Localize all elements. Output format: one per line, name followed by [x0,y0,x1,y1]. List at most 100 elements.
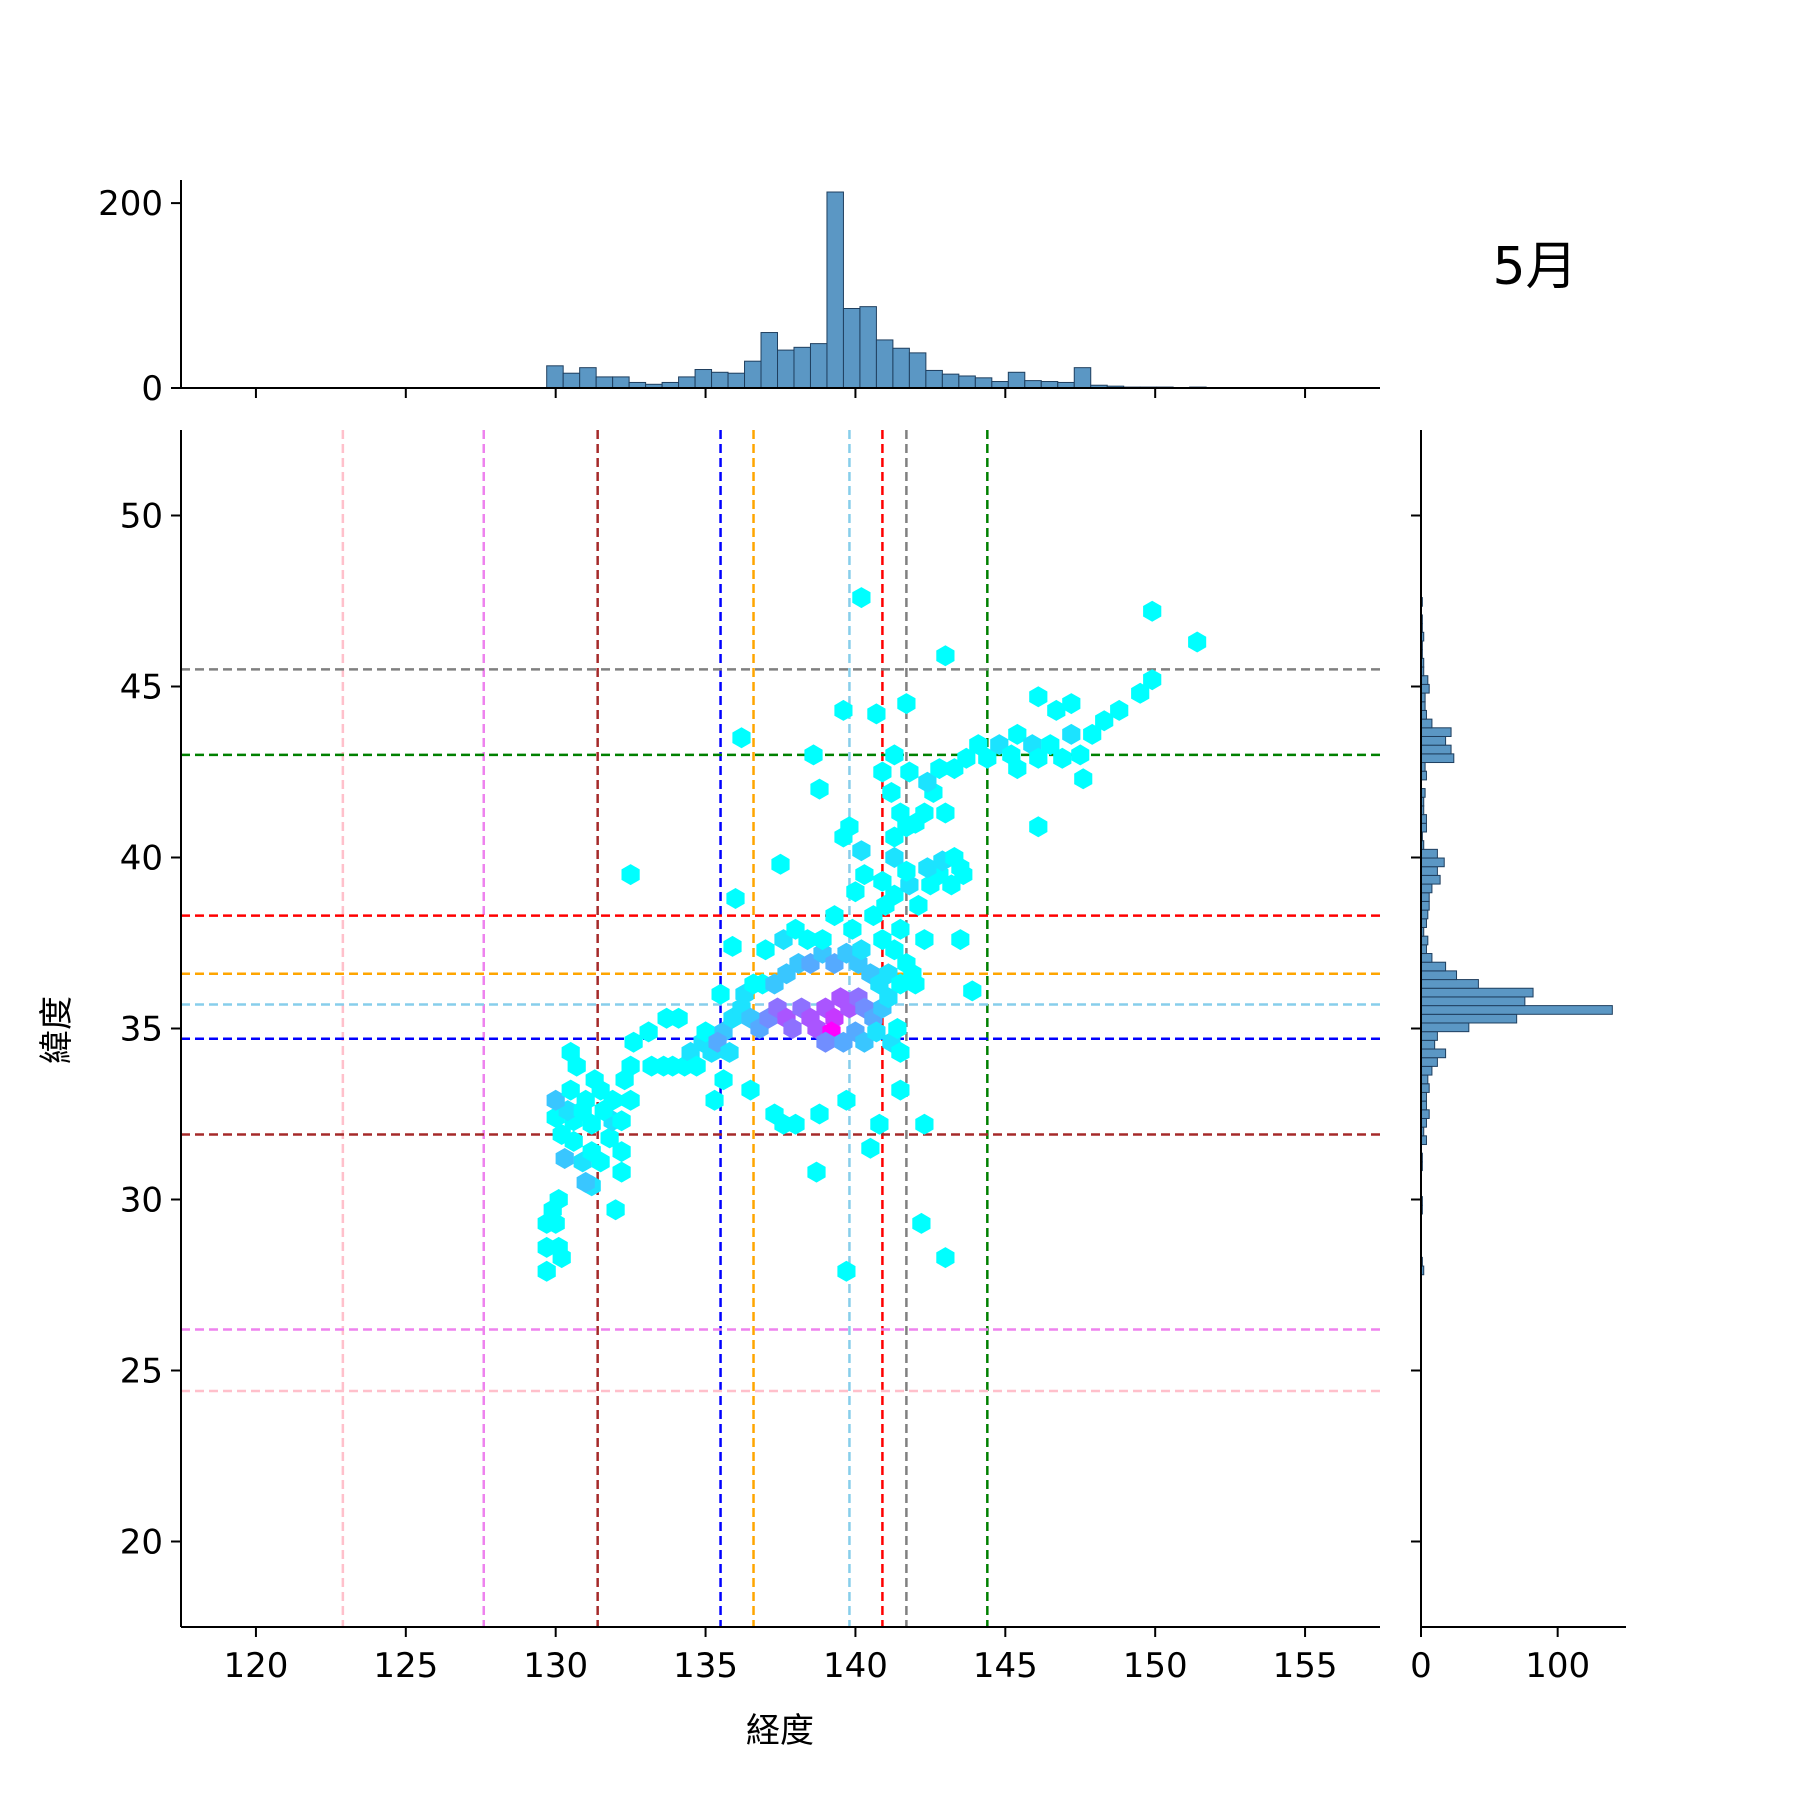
right-histogram-bar-38 [1420,935,1429,946]
hexbin-cell-11 [612,1161,631,1183]
month-annotation: 5月 [1492,237,1577,297]
hexbin-cell-100 [888,1018,907,1039]
right-histogram-bar-67 [1420,683,1430,694]
hexbin-cell-102 [756,939,775,961]
right-histogram-bar-22 [1420,1074,1429,1085]
main-y-ticks: 20 25 30 35 40 45 50 [120,497,181,1563]
right-y-ticks [1411,514,1421,1543]
right-histogram-bar-63 [1420,718,1433,729]
top-histogram-bar-3 [595,376,614,389]
hexbin-cell-166 [1074,768,1093,790]
hexbin-cell-174 [1143,600,1162,622]
hexbin-cell-31 [621,1089,640,1111]
right-histogram-bar-44 [1420,883,1433,894]
hexbin-cell-112 [885,939,904,961]
hexbin-cell-198 [891,1079,910,1101]
hexbin-cell-38 [561,1041,580,1063]
x-tick-label-5: 145 [973,1646,1038,1686]
hexbin-cell-134 [852,840,871,862]
hexbin-cell-19 [552,1124,571,1145]
top-histogram-bar-1 [562,372,581,389]
top-histogram-bar-22 [908,352,927,389]
hexbin-cell-107 [825,905,844,927]
hexbin-cell-8 [606,1199,625,1221]
hexbin-cell-192 [810,1103,829,1125]
hexbin-cell-40 [639,1021,658,1043]
hexbin-cell-132 [855,864,874,886]
hexbin-cell-29 [576,1089,595,1111]
hexbin-cell-181 [804,744,823,766]
right-histogram-bar-26 [1420,1039,1436,1050]
hexbin-cell-188 [741,1079,760,1101]
hexbin-cell-109 [852,939,871,961]
hexbin-cell-168 [1029,686,1048,708]
hexbin-cell-118 [885,884,904,906]
top-histogram-bar-32 [1073,367,1092,389]
hexbin-cell-170 [1110,699,1129,721]
top-histogram-bar-10 [711,371,729,389]
right-histogram-bar-18 [1420,1109,1430,1119]
top-histogram-bar-23 [925,369,943,389]
hexbin-cell-165 [1095,710,1114,732]
hexbin-cell-81 [816,1031,835,1053]
right-histogram-bar-29 [1420,1013,1518,1024]
y-tick-label-1: 25 [120,1352,163,1392]
hexbin-cell-105 [798,929,817,951]
hexbin-cell-203 [891,918,910,940]
hexbin-cell-131 [873,870,892,892]
top-histogram-bar-13 [760,332,779,389]
top-histogram-bar-2 [579,367,597,389]
top-histogram: 0 200 [98,180,1380,409]
top-histogram-bar-19 [859,306,877,389]
right-histogram-bar-60 [1420,744,1452,755]
hexbin-cell-148 [882,782,901,803]
right-histogram-bar-59 [1420,753,1455,764]
top-histogram-bar-25 [958,375,976,389]
hexbin-cell-147 [873,761,892,783]
hexbin-cell-108 [843,918,862,940]
hexbin-cell-204 [1029,816,1048,838]
hexbin-cell-197 [915,1113,934,1135]
main-x-ticks: 120 125 130 135 140 145 150 155 [223,1627,1338,1686]
hexbin-cell-106 [813,929,832,951]
right-histogram-bar-28 [1420,1022,1470,1033]
x-tick-label-2: 130 [523,1646,588,1686]
top-histogram-bar-8 [678,376,696,389]
hexbin-cell-158 [1008,758,1027,780]
hexbin-cell-14 [555,1148,574,1169]
hexbin-cell-184 [726,888,745,909]
right-histogram-bar-30 [1420,1005,1613,1015]
right-x-tick-label-1: 100 [1525,1646,1590,1686]
right-histogram-bar-36 [1420,953,1433,963]
hexbin-cell-202 [963,980,982,1002]
y-tick-label-0: 20 [120,1523,163,1563]
hexbin-cell-0 [537,1260,556,1282]
hexbin-cell-61 [711,983,730,1005]
right-histogram-bar-62 [1420,727,1452,737]
right-histogram-bar-23 [1420,1065,1433,1076]
top-histogram-bar-20 [875,339,894,389]
x-tick-label-6: 150 [1123,1646,1188,1686]
hexbin-cell-136 [840,816,859,838]
top-x-ticks [254,388,1307,398]
hexbin-cell-115 [915,929,934,951]
x-tick-label-0: 120 [223,1646,288,1686]
hexbin-cell-125 [918,857,937,879]
hexbin-cell-28 [546,1089,565,1111]
hexbin-cell-183 [771,853,790,875]
hexbin-cell-37 [621,1055,640,1077]
right-histogram-bar-41 [1420,909,1429,920]
hexbin-cell-54 [714,1069,733,1091]
right-histogram-bar-42 [1420,900,1430,911]
top-y-tick-label-0: 0 [141,369,163,409]
hexbin-cell-176 [897,693,916,715]
hexbin-cell-55 [705,1089,724,1111]
hexbin-cell-201 [837,1260,856,1282]
hexbin-cell-186 [723,935,742,957]
right-histogram-bars [1420,597,1613,1276]
hexbin-cell-129 [885,847,904,868]
hexbin-cell-48 [687,1055,706,1077]
right-histogram-bar-47 [1420,857,1445,868]
hexbin-cell-178 [852,587,871,609]
